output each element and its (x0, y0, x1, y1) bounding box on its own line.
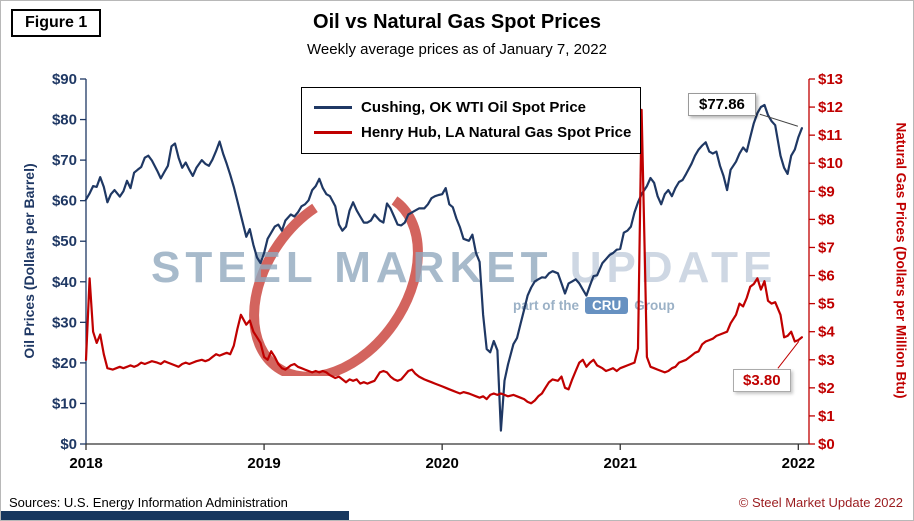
y-right-tick-label: $2 (818, 380, 835, 397)
footer-sources: Sources: U.S. Energy Information Adminis… (9, 495, 288, 510)
chart-subtitle: Weekly average prices as of January 7, 2… (307, 41, 607, 58)
y-left-tick-label: $70 (52, 152, 77, 169)
y-right-tick-label: $5 (818, 296, 835, 313)
y-right-tick-label: $9 (818, 183, 835, 200)
y-right-tick-label: $3 (818, 352, 835, 369)
watermark-word-update: UPDATE (569, 243, 778, 292)
x-tick-label: 2022 (782, 455, 815, 472)
y-left-tick-label: $80 (52, 112, 77, 129)
y-right-tick-label: $13 (818, 71, 843, 88)
legend: Cushing, OK WTI Oil Spot Price Henry Hub… (301, 87, 641, 154)
annotation-gas-connector (777, 341, 800, 369)
y-left-tick-label: $30 (52, 314, 77, 331)
legend-item-gas: Henry Hub, LA Natural Gas Spot Price (314, 120, 632, 145)
legend-swatch-gas (314, 131, 352, 134)
footer-copyright: © Steel Market Update 2022 (738, 495, 903, 510)
watermark-tagline-group: Group (634, 298, 675, 313)
y-right-tick-label: $10 (818, 155, 843, 172)
legend-item-oil: Cushing, OK WTI Oil Spot Price (314, 95, 628, 120)
chart-title: Oil vs Natural Gas Spot Prices (313, 11, 601, 33)
watermark-word-steel: STEEL (151, 243, 318, 292)
y-left-tick-label: $50 (52, 233, 77, 250)
x-tick-label: 2019 (247, 455, 280, 472)
watermark-tagline-prefix: part of the (513, 298, 579, 313)
x-tick-label: 2018 (69, 455, 102, 472)
y-right-tick-label: $4 (818, 324, 835, 341)
annotation-oil-connector (759, 113, 799, 127)
y-right-tick-label: $6 (818, 268, 835, 285)
y-axis-left-title: Oil Prices (Dollars per Barrel) (21, 163, 37, 359)
watermark-word-market: MARKET (334, 243, 553, 292)
watermark: STEEL MARKET UPDATE part of the CRU Grou… (151, 196, 772, 376)
y-right-tick-label: $8 (818, 211, 835, 228)
y-axis-right-title: Natural Gas Prices (Dollars per Million … (893, 122, 909, 399)
legend-swatch-oil (314, 106, 352, 109)
watermark-text: STEEL MARKET UPDATE (151, 243, 772, 293)
legend-label-oil: Cushing, OK WTI Oil Spot Price (361, 99, 587, 116)
annotation-gas-price: $3.80 (733, 369, 791, 392)
y-left-tick-label: $40 (52, 274, 77, 291)
y-left-tick-label: $90 (52, 71, 77, 88)
y-right-tick-label: $0 (818, 436, 835, 453)
annotation-oil-price: $77.86 (688, 93, 756, 116)
x-tick-label: 2021 (604, 455, 637, 472)
y-right-tick-label: $12 (818, 99, 843, 116)
cru-badge: CRU (585, 297, 629, 314)
y-right-tick-label: $7 (818, 239, 835, 256)
bottom-bar (1, 511, 349, 520)
y-left-tick-label: $0 (60, 436, 77, 453)
y-right-tick-label: $11 (818, 127, 842, 144)
x-tick-label: 2020 (425, 455, 458, 472)
y-left-tick-label: $60 (52, 193, 77, 210)
y-left-tick-label: $10 (52, 395, 77, 412)
y-right-tick-label: $1 (818, 408, 835, 425)
legend-label-gas: Henry Hub, LA Natural Gas Spot Price (361, 124, 632, 141)
watermark-tagline: part of the CRU Group (513, 297, 675, 314)
figure-badge: Figure 1 (11, 9, 102, 37)
y-left-tick-label: $20 (52, 355, 77, 372)
